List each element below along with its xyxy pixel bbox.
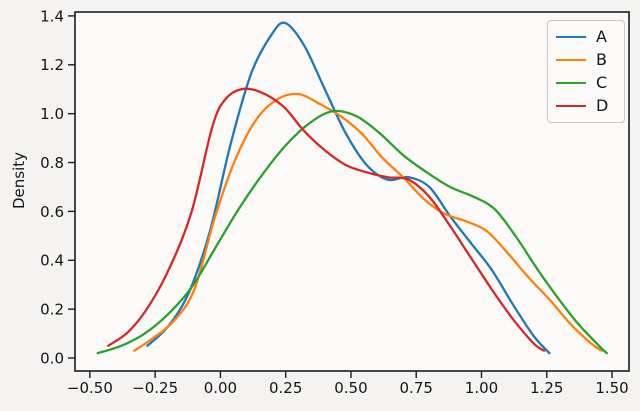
x-tick-label: 1.50 [595,379,628,397]
legend-line-swatch [556,36,586,39]
legend-line-swatch [556,104,586,107]
x-tick-label: −0.50 [67,379,113,397]
y-tick-label: 0.2 [40,301,64,319]
x-tick-label: 0.25 [269,379,302,397]
curve-A [146,21,551,355]
legend-line-swatch [556,59,586,62]
legend-label: D [596,95,609,115]
curve-B [133,92,603,352]
legend-item-C: C [556,72,616,92]
legend-line-swatch [556,81,586,84]
legend-label: A [596,27,607,47]
y-tick-label: 0.8 [40,154,64,172]
legend-label: B [596,50,607,70]
y-tick-label: 1.4 [40,7,64,25]
x-tick-label: 0.50 [334,379,367,397]
y-tick-label: 0.6 [40,203,64,221]
legend-label: C [596,72,608,92]
x-tick-label: 1.00 [465,379,498,397]
x-tick-label: 0.00 [204,379,237,397]
curve-D [107,87,546,352]
y-tick-label: 0.0 [40,349,64,367]
y-tick-label: 1.0 [40,105,64,123]
y-tick-label: 0.4 [40,252,64,270]
curve-C [96,109,608,355]
y-axis-label: Density [10,151,28,209]
y-tick-label: 1.2 [40,56,64,74]
x-tick-label: 0.75 [400,379,433,397]
x-tick-label: 1.25 [530,379,563,397]
legend-item-D: D [556,95,616,115]
plot-area [74,11,630,372]
x-tick-label: −0.25 [132,379,178,397]
legend-item-B: B [556,52,616,68]
legend-item-A: A [556,29,616,45]
